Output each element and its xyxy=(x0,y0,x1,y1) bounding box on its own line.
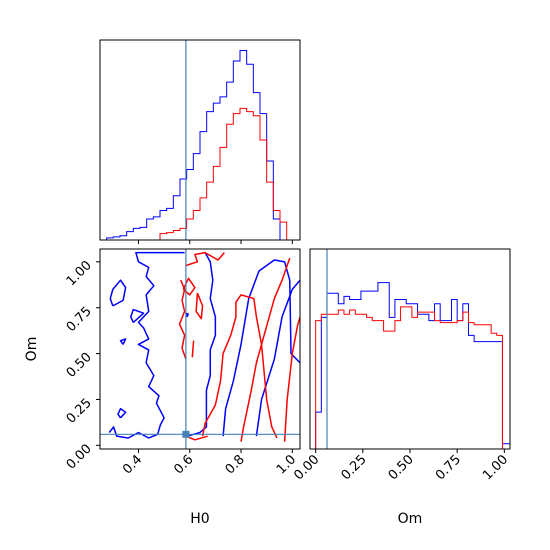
contour-series-0-line-5 xyxy=(186,252,217,437)
contour-series-1-line-2 xyxy=(185,251,225,267)
contour-y-tick-label-0: 0.00 xyxy=(64,442,95,473)
contour-y-tick-label-3: 0.75 xyxy=(64,304,95,335)
h0-om-contour-panel: 0.4 0.6 0.8 1.0 0.000.250.500.751.00 H0 Om xyxy=(24,248,301,527)
contour-x-tick-label-1: 0.6 xyxy=(171,452,196,477)
om-hist-tick-label-4: 1.00 xyxy=(480,452,511,483)
contour-series-1-line-6 xyxy=(201,294,278,439)
hist_H0-series-1-step xyxy=(100,107,300,241)
contour-x-tick-label-2: 0.8 xyxy=(223,452,248,477)
contour-series-0-line-2 xyxy=(109,279,127,307)
om-histogram-panel: 0.00 0.25 0.50 0.75 1.00 Om xyxy=(291,248,511,527)
h0-histogram-panel xyxy=(99,39,301,244)
om-hist-tick-label-3: 0.75 xyxy=(433,452,464,483)
contour-truth-marker xyxy=(182,430,190,438)
x-axis-label-h0: H0 xyxy=(190,511,209,527)
x-axis-label-om: Om xyxy=(398,511,423,527)
contour-series-0-line-3 xyxy=(119,338,127,345)
contour-series-1-line-4 xyxy=(195,292,204,320)
om-hist-tick-label-2: 0.50 xyxy=(386,452,417,483)
contour-series-1-line-8 xyxy=(283,316,300,442)
contour-series-0-line-1 xyxy=(130,308,145,323)
contour-series-1-line-7 xyxy=(240,257,291,442)
hist_H0-series-0-step xyxy=(100,50,300,241)
contour-x-tick-label-0: 0.4 xyxy=(120,452,145,477)
contour-frame xyxy=(99,248,301,450)
contour-series-1-line-5 xyxy=(191,340,195,358)
hist_Om-series-1-step xyxy=(310,306,510,450)
om-hist-tick-label-1: 0.25 xyxy=(339,452,370,483)
contour-series-0-line-6 xyxy=(222,259,300,437)
contour-series-1-line-1 xyxy=(178,279,187,360)
contour-series-1-line-3 xyxy=(182,277,196,296)
contour-y-tick-label-4: 1.00 xyxy=(64,258,95,289)
hist_Om-series-0-step xyxy=(310,282,511,450)
om-hist-tick-label-0: 0.00 xyxy=(291,452,322,483)
om-histogram-frame xyxy=(309,248,511,450)
contour-y-tick-label-1: 0.25 xyxy=(64,396,95,427)
h0-histogram-frame xyxy=(99,39,301,241)
contour-series-0-line-4 xyxy=(117,407,127,419)
y-axis-label-om: Om xyxy=(24,337,40,362)
contour-series-0-line-8 xyxy=(185,312,189,318)
contour-series-0-line-7 xyxy=(255,279,300,437)
contour-y-tick-label-2: 0.50 xyxy=(64,350,95,381)
